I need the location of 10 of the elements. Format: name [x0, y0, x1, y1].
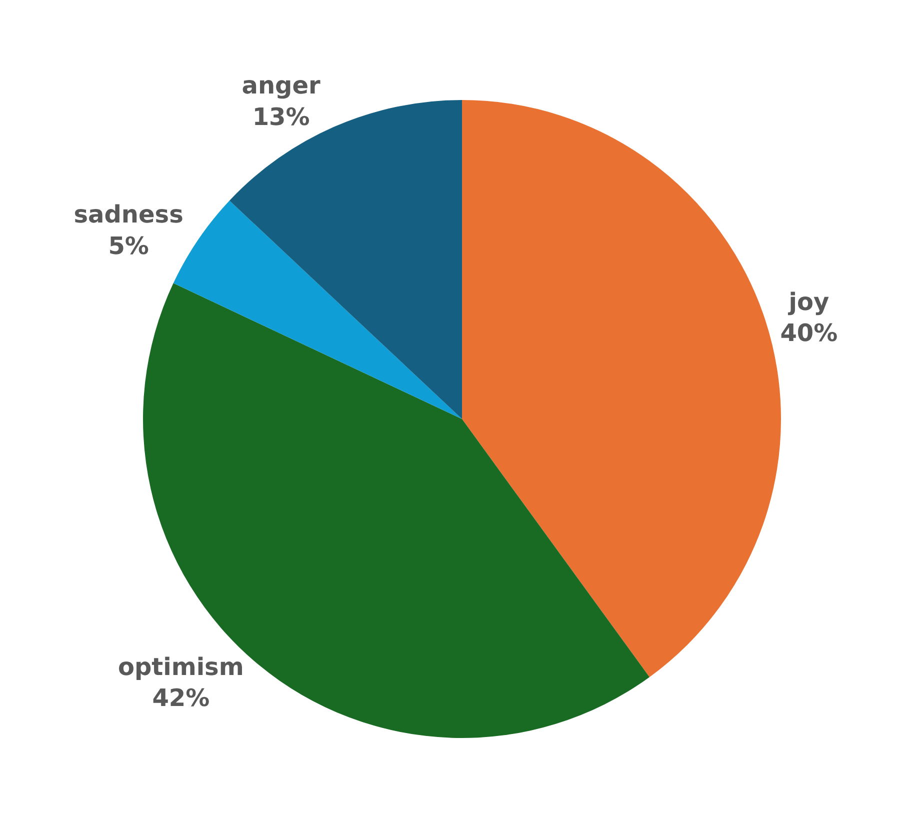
data-label: 5% — [108, 232, 149, 260]
pie-slice — [229, 100, 462, 419]
data-label: 40% — [780, 319, 838, 348]
pie-slice — [462, 100, 780, 678]
data-label: 42% — [152, 684, 210, 712]
slice-label: sadness — [74, 200, 184, 229]
slice-label: optimism — [118, 652, 244, 681]
data-label: 13% — [252, 102, 310, 131]
slice-label: anger — [242, 72, 321, 100]
slice-label: joy — [788, 288, 830, 316]
